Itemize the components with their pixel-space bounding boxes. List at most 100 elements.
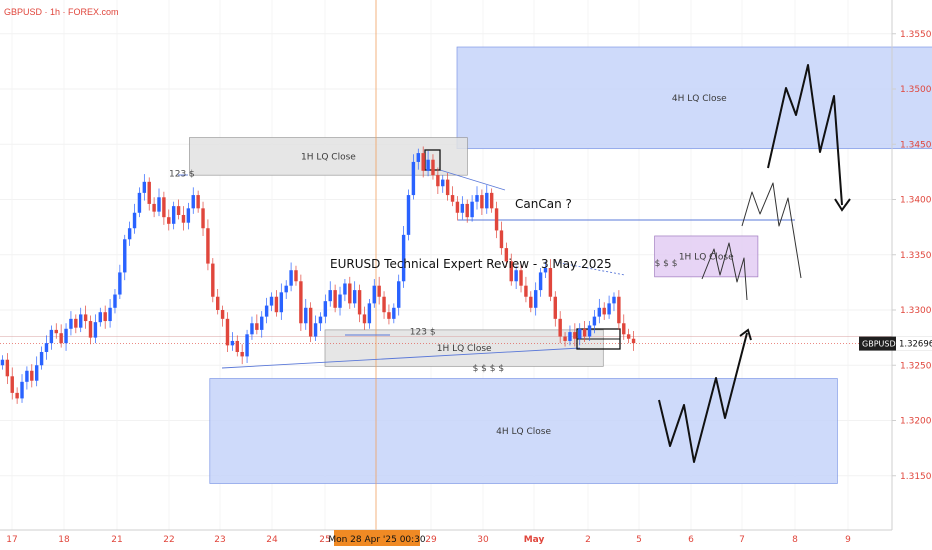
candle-body [294, 270, 298, 282]
candle-body [279, 292, 284, 313]
candle-body [304, 307, 308, 324]
candle-body [524, 285, 528, 297]
candle-body [132, 212, 137, 229]
candle-body [631, 338, 636, 344]
candle-body [313, 323, 318, 337]
candle-body [186, 208, 191, 223]
symbol-header: GBPUSD · 1h · FOREX.com [4, 7, 119, 17]
candle-body [171, 206, 176, 224]
candle-body [10, 376, 14, 393]
candle-body [176, 206, 181, 215]
price-axis-tick-label: 1.35500 [900, 30, 932, 40]
candle-body [357, 290, 362, 315]
bullish-projection-path [767, 64, 843, 206]
candle-body [215, 296, 220, 310]
candle-body [269, 296, 274, 306]
time-axis-tick-label: 25 [319, 535, 330, 545]
crosshair-label-background [334, 530, 420, 546]
price-tag-value: 1.32696 [899, 340, 932, 350]
candle-body [274, 296, 279, 313]
candle-body [137, 192, 142, 213]
zone-label: 4H LQ Close [672, 94, 727, 104]
descending-trendline [439, 169, 506, 191]
candle-body [578, 328, 582, 339]
annotations: 123 $ 123 $ $ $ $ $ $ $ $ CanCan ? [169, 169, 678, 373]
candle-body [113, 294, 117, 308]
zone-blue-box [209, 378, 838, 484]
candle-body [387, 312, 391, 319]
bullish-projection-path [658, 332, 748, 463]
candle-body [264, 305, 269, 317]
projection-arrow-head [834, 198, 851, 212]
time-axis-tick-label: 2 [585, 535, 591, 545]
candle-body [416, 153, 421, 162]
candle-body [573, 332, 577, 339]
price-axis-tick-label: 1.33000 [900, 306, 932, 316]
candle-body [509, 261, 513, 282]
candle-body [514, 270, 518, 282]
candle-body [328, 290, 332, 302]
price-axis[interactable]: 1.35500 1.35000 1.34500 1.34000 1.33500 1.330… [892, 30, 932, 482]
liquidity-annotation: $ $ $ $ [473, 364, 505, 374]
candle-body [289, 270, 293, 286]
zones: 4H LQ Close 4H LQ Close 1H LQ Close 1H LQ C… [189, 46, 932, 484]
candle-body [397, 281, 401, 308]
candle-body [34, 365, 39, 381]
candle-body [88, 321, 93, 338]
candle-body [191, 195, 195, 209]
candle-body [401, 234, 406, 282]
candle-body [475, 195, 479, 202]
candle-body [15, 392, 19, 399]
candle-body [529, 296, 533, 308]
candle-body [338, 294, 342, 308]
candle-body [54, 329, 58, 334]
price-axis-tick-label: 1.34500 [900, 140, 932, 150]
zone-label: 1H LQ Close [679, 252, 734, 262]
candle-body [455, 201, 460, 213]
candle-body [592, 316, 597, 326]
candle-body [108, 307, 112, 322]
time-axis[interactable]: 17 18 21 22 23 24 25 29 30 May 2 5 6 7 8 9 [6, 535, 851, 545]
time-axis-tick-label: 9 [845, 535, 851, 545]
projection-paths [658, 64, 851, 463]
candle-body [607, 303, 611, 315]
candle-body [485, 192, 489, 209]
crosshair-time-label: Mon 28 Apr '25 00:30 [328, 530, 426, 546]
candle-body [436, 175, 440, 187]
price-axis-tick-label: 1.32000 [900, 417, 932, 427]
zone-label: 1H LQ Close [437, 344, 492, 354]
candle-body [411, 161, 416, 196]
liquidity-annotation: 123 $ [410, 327, 436, 337]
time-axis-tick-label: 22 [163, 535, 174, 545]
time-axis-tick-label: 7 [739, 535, 745, 545]
candle-body [59, 333, 63, 344]
candle-body [152, 203, 156, 212]
candle-body [201, 208, 205, 229]
candle-body [533, 290, 538, 308]
candle-body [308, 307, 313, 337]
candle-body [504, 248, 509, 262]
candle-body [98, 312, 103, 323]
time-axis-tick-label: 30 [477, 535, 489, 545]
candle-body [602, 307, 606, 315]
candle-body [445, 179, 450, 196]
crosshair-label-text: Mon 28 Apr '25 00:30 [328, 535, 426, 545]
candle-body [587, 325, 592, 337]
candle-body [103, 312, 107, 322]
candle-body [157, 197, 161, 212]
time-axis-tick-label: 6 [688, 535, 694, 545]
candle-body [352, 290, 357, 304]
candle-body [568, 332, 572, 341]
candle-body [123, 239, 127, 273]
chart-title: EURUSD Technical Expert Review - 3 May 2… [330, 257, 612, 271]
candle-body [548, 268, 553, 297]
time-axis-tick-label: 29 [425, 535, 437, 545]
candle-body [225, 318, 230, 346]
candle-body [83, 314, 88, 322]
candle-body [260, 316, 264, 330]
candle-body [245, 334, 249, 357]
candle-body [25, 370, 29, 382]
candle-body [348, 283, 352, 304]
candles [0, 146, 636, 404]
